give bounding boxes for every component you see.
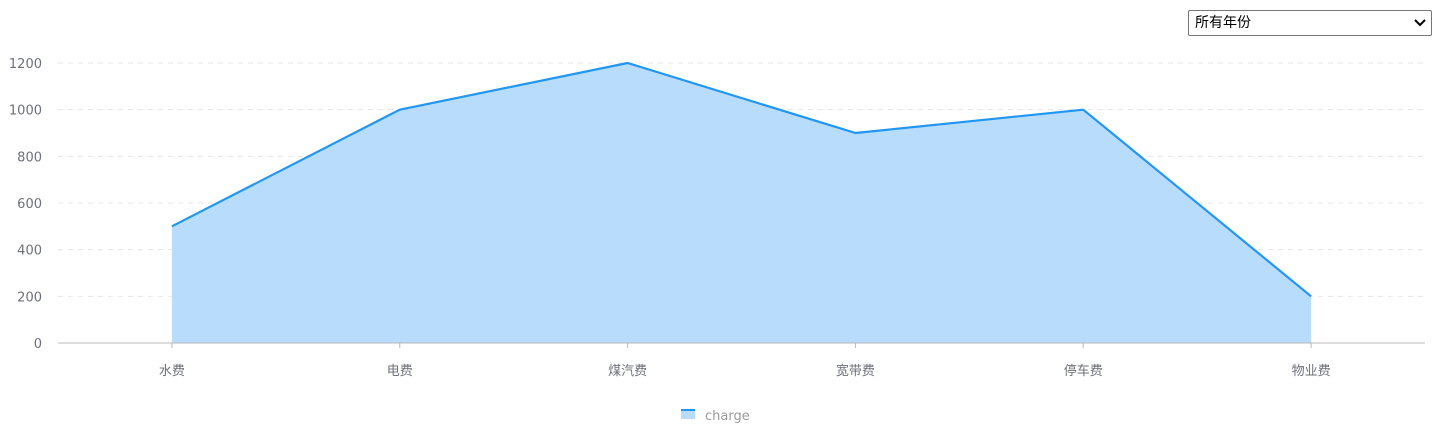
x-tick-label: 煤汽费	[608, 364, 647, 379]
legend-item[interactable]: charge	[681, 409, 750, 424]
legend-label: charge	[705, 409, 750, 424]
x-tick-label: 停车费	[1064, 363, 1103, 379]
y-tick-label: 1000	[9, 104, 42, 119]
y-tick-label: 200	[17, 290, 42, 305]
y-tick-label: 600	[17, 197, 42, 212]
x-tick-label: 宽带费	[836, 363, 875, 379]
y-tick-label: 1200	[9, 57, 42, 72]
series-area	[171, 63, 1312, 343]
y-tick-label: 400	[17, 244, 42, 259]
chevron-down-icon	[1414, 19, 1426, 27]
x-tick-label: 电费	[387, 364, 413, 379]
x-tick-label: 物业费	[1292, 364, 1331, 379]
year-select[interactable]: 所有年份	[1188, 10, 1432, 36]
y-tick-label: 0	[34, 337, 42, 352]
y-tick-label: 800	[17, 150, 42, 165]
year-select-value: 所有年份	[1195, 15, 1251, 31]
series-line	[171, 61, 1312, 298]
x-tick-label: 水费	[159, 364, 185, 379]
legend-swatch-area	[681, 410, 695, 419]
